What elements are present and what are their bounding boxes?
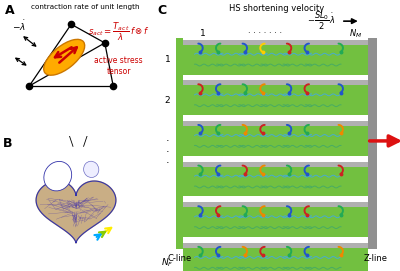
Text: ·: · — [166, 147, 169, 157]
Ellipse shape — [44, 162, 72, 191]
Text: A: A — [6, 4, 15, 17]
Bar — [183, 162, 368, 167]
Text: ·: · — [166, 158, 169, 167]
Bar — [183, 80, 368, 85]
Bar — [183, 248, 368, 271]
Text: tensor: tensor — [106, 67, 131, 76]
Polygon shape — [36, 181, 116, 243]
Text: · · · · · · ·: · · · · · · · — [248, 29, 282, 38]
Bar — [183, 126, 368, 156]
Bar — [183, 207, 368, 237]
Text: HS shortening velocity: HS shortening velocity — [229, 4, 325, 13]
Bar — [183, 202, 368, 207]
Bar — [183, 45, 368, 75]
Ellipse shape — [44, 39, 85, 75]
Text: $-\dfrac{SL_0}{2}\dot{\lambda}$: $-\dfrac{SL_0}{2}\dot{\lambda}$ — [307, 10, 335, 32]
Bar — [183, 243, 368, 248]
Text: $N_M$: $N_M$ — [349, 28, 362, 40]
Bar — [183, 85, 368, 115]
Ellipse shape — [84, 161, 99, 178]
Text: ·: · — [166, 136, 169, 146]
Text: Z-line: Z-line — [363, 254, 387, 263]
Text: 1: 1 — [200, 29, 206, 38]
Text: B: B — [3, 137, 12, 150]
Bar — [183, 40, 368, 45]
Bar — [176, 38, 183, 249]
Text: C-line: C-line — [168, 254, 192, 263]
Text: active stress: active stress — [94, 56, 143, 65]
Text: $-\dot{\lambda}$: $-\dot{\lambda}$ — [12, 20, 26, 33]
Text: C: C — [158, 4, 167, 17]
Text: 2: 2 — [165, 96, 170, 105]
Bar — [183, 121, 368, 126]
Text: 1: 1 — [165, 55, 170, 64]
Text: $\mathit{s}_{act}=\dfrac{T_{act}}{\lambda}\,\mathit{f}\otimes\mathit{f}$: $\mathit{s}_{act}=\dfrac{T_{act}}{\lambd… — [88, 20, 150, 43]
Text: contraction rate of unit length: contraction rate of unit length — [31, 4, 140, 10]
Text: $N_F$: $N_F$ — [161, 257, 174, 269]
Bar — [368, 38, 377, 249]
Bar — [183, 167, 368, 196]
